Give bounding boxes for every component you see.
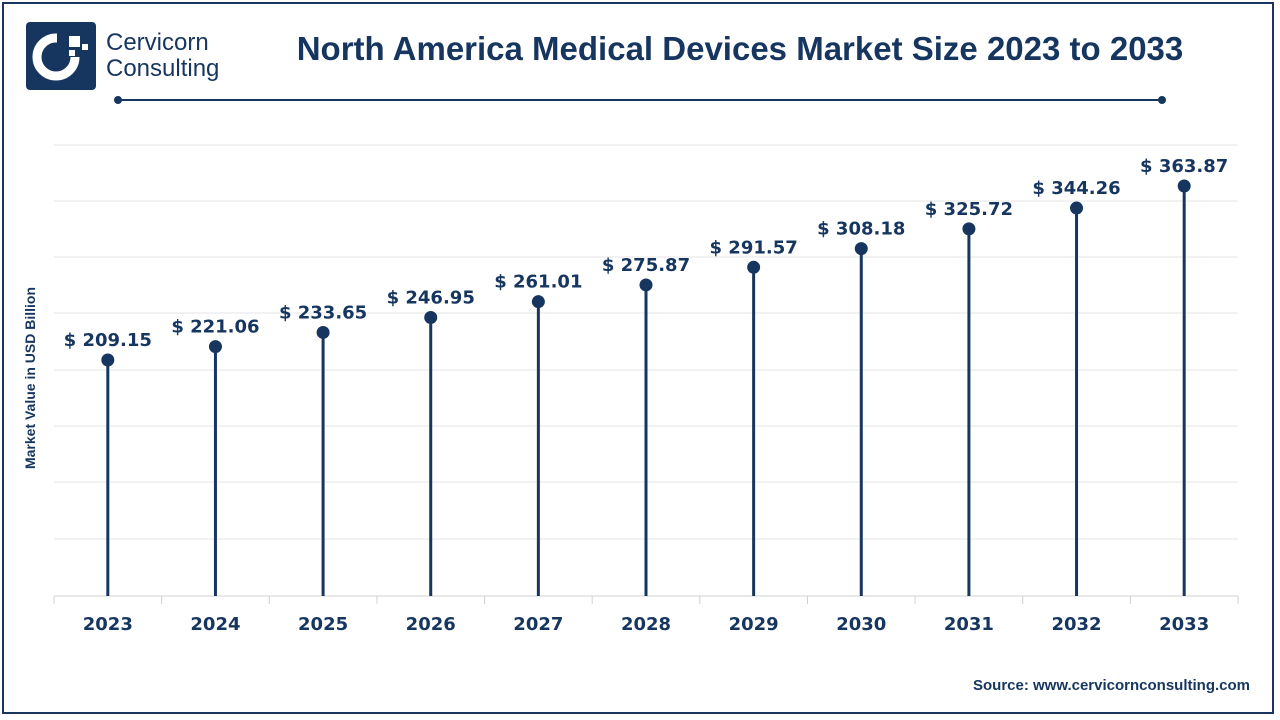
- data-label: $ 291.57: [710, 237, 798, 258]
- x-tick-label: 2031: [944, 614, 994, 635]
- title-underline-dot-left: [114, 96, 122, 104]
- data-label: $ 209.15: [64, 330, 152, 351]
- x-tick-label: 2030: [836, 614, 886, 635]
- lollipop-point: [531, 295, 545, 309]
- lollipop-point: [639, 278, 653, 292]
- lollipop-point: [1177, 179, 1191, 193]
- brand-logo: Cervicorn Consulting: [26, 22, 256, 92]
- x-tick-label: 2032: [1051, 614, 1101, 635]
- x-tick-label: 2033: [1159, 614, 1209, 635]
- chart-title: North America Medical Devices Market Siz…: [296, 30, 1184, 67]
- lollipop-point: [316, 325, 330, 339]
- data-label: $ 363.87: [1140, 156, 1228, 177]
- source-note: Source: www.cervicornconsulting.com: [972, 677, 1250, 694]
- logo-mark-icon: [26, 22, 96, 90]
- data-label: $ 308.18: [817, 219, 905, 240]
- data-label: $ 261.01: [494, 272, 582, 293]
- lollipop-point: [747, 260, 761, 274]
- x-tick-label: 2029: [729, 614, 779, 635]
- x-tick-label: 2025: [298, 614, 348, 635]
- data-label: $ 246.95: [387, 287, 475, 308]
- x-tick-label: 2026: [406, 614, 456, 635]
- data-label: $ 275.87: [602, 255, 690, 276]
- lollipop-point: [101, 353, 115, 367]
- brand-line2: Consulting: [106, 55, 220, 82]
- data-label: $ 344.26: [1032, 178, 1120, 199]
- lollipop-point: [424, 310, 438, 324]
- x-tick-label: 2023: [83, 614, 133, 635]
- lollipop-point: [1070, 201, 1084, 215]
- title-underline-dot-right: [1158, 96, 1166, 104]
- brand-name: Cervicorn Consulting: [106, 30, 219, 82]
- data-label: $ 325.72: [925, 199, 1013, 220]
- x-tick-label: 2024: [190, 614, 240, 635]
- brand-line1: Cervicorn: [106, 29, 209, 56]
- lollipop-point: [962, 222, 976, 236]
- lollipop-point: [854, 242, 868, 256]
- x-tick-label: 2028: [621, 614, 671, 635]
- data-label: $ 233.65: [279, 302, 367, 323]
- lollipop-point: [208, 340, 222, 354]
- x-tick-label: 2027: [513, 614, 563, 635]
- data-label: $ 221.06: [171, 317, 259, 338]
